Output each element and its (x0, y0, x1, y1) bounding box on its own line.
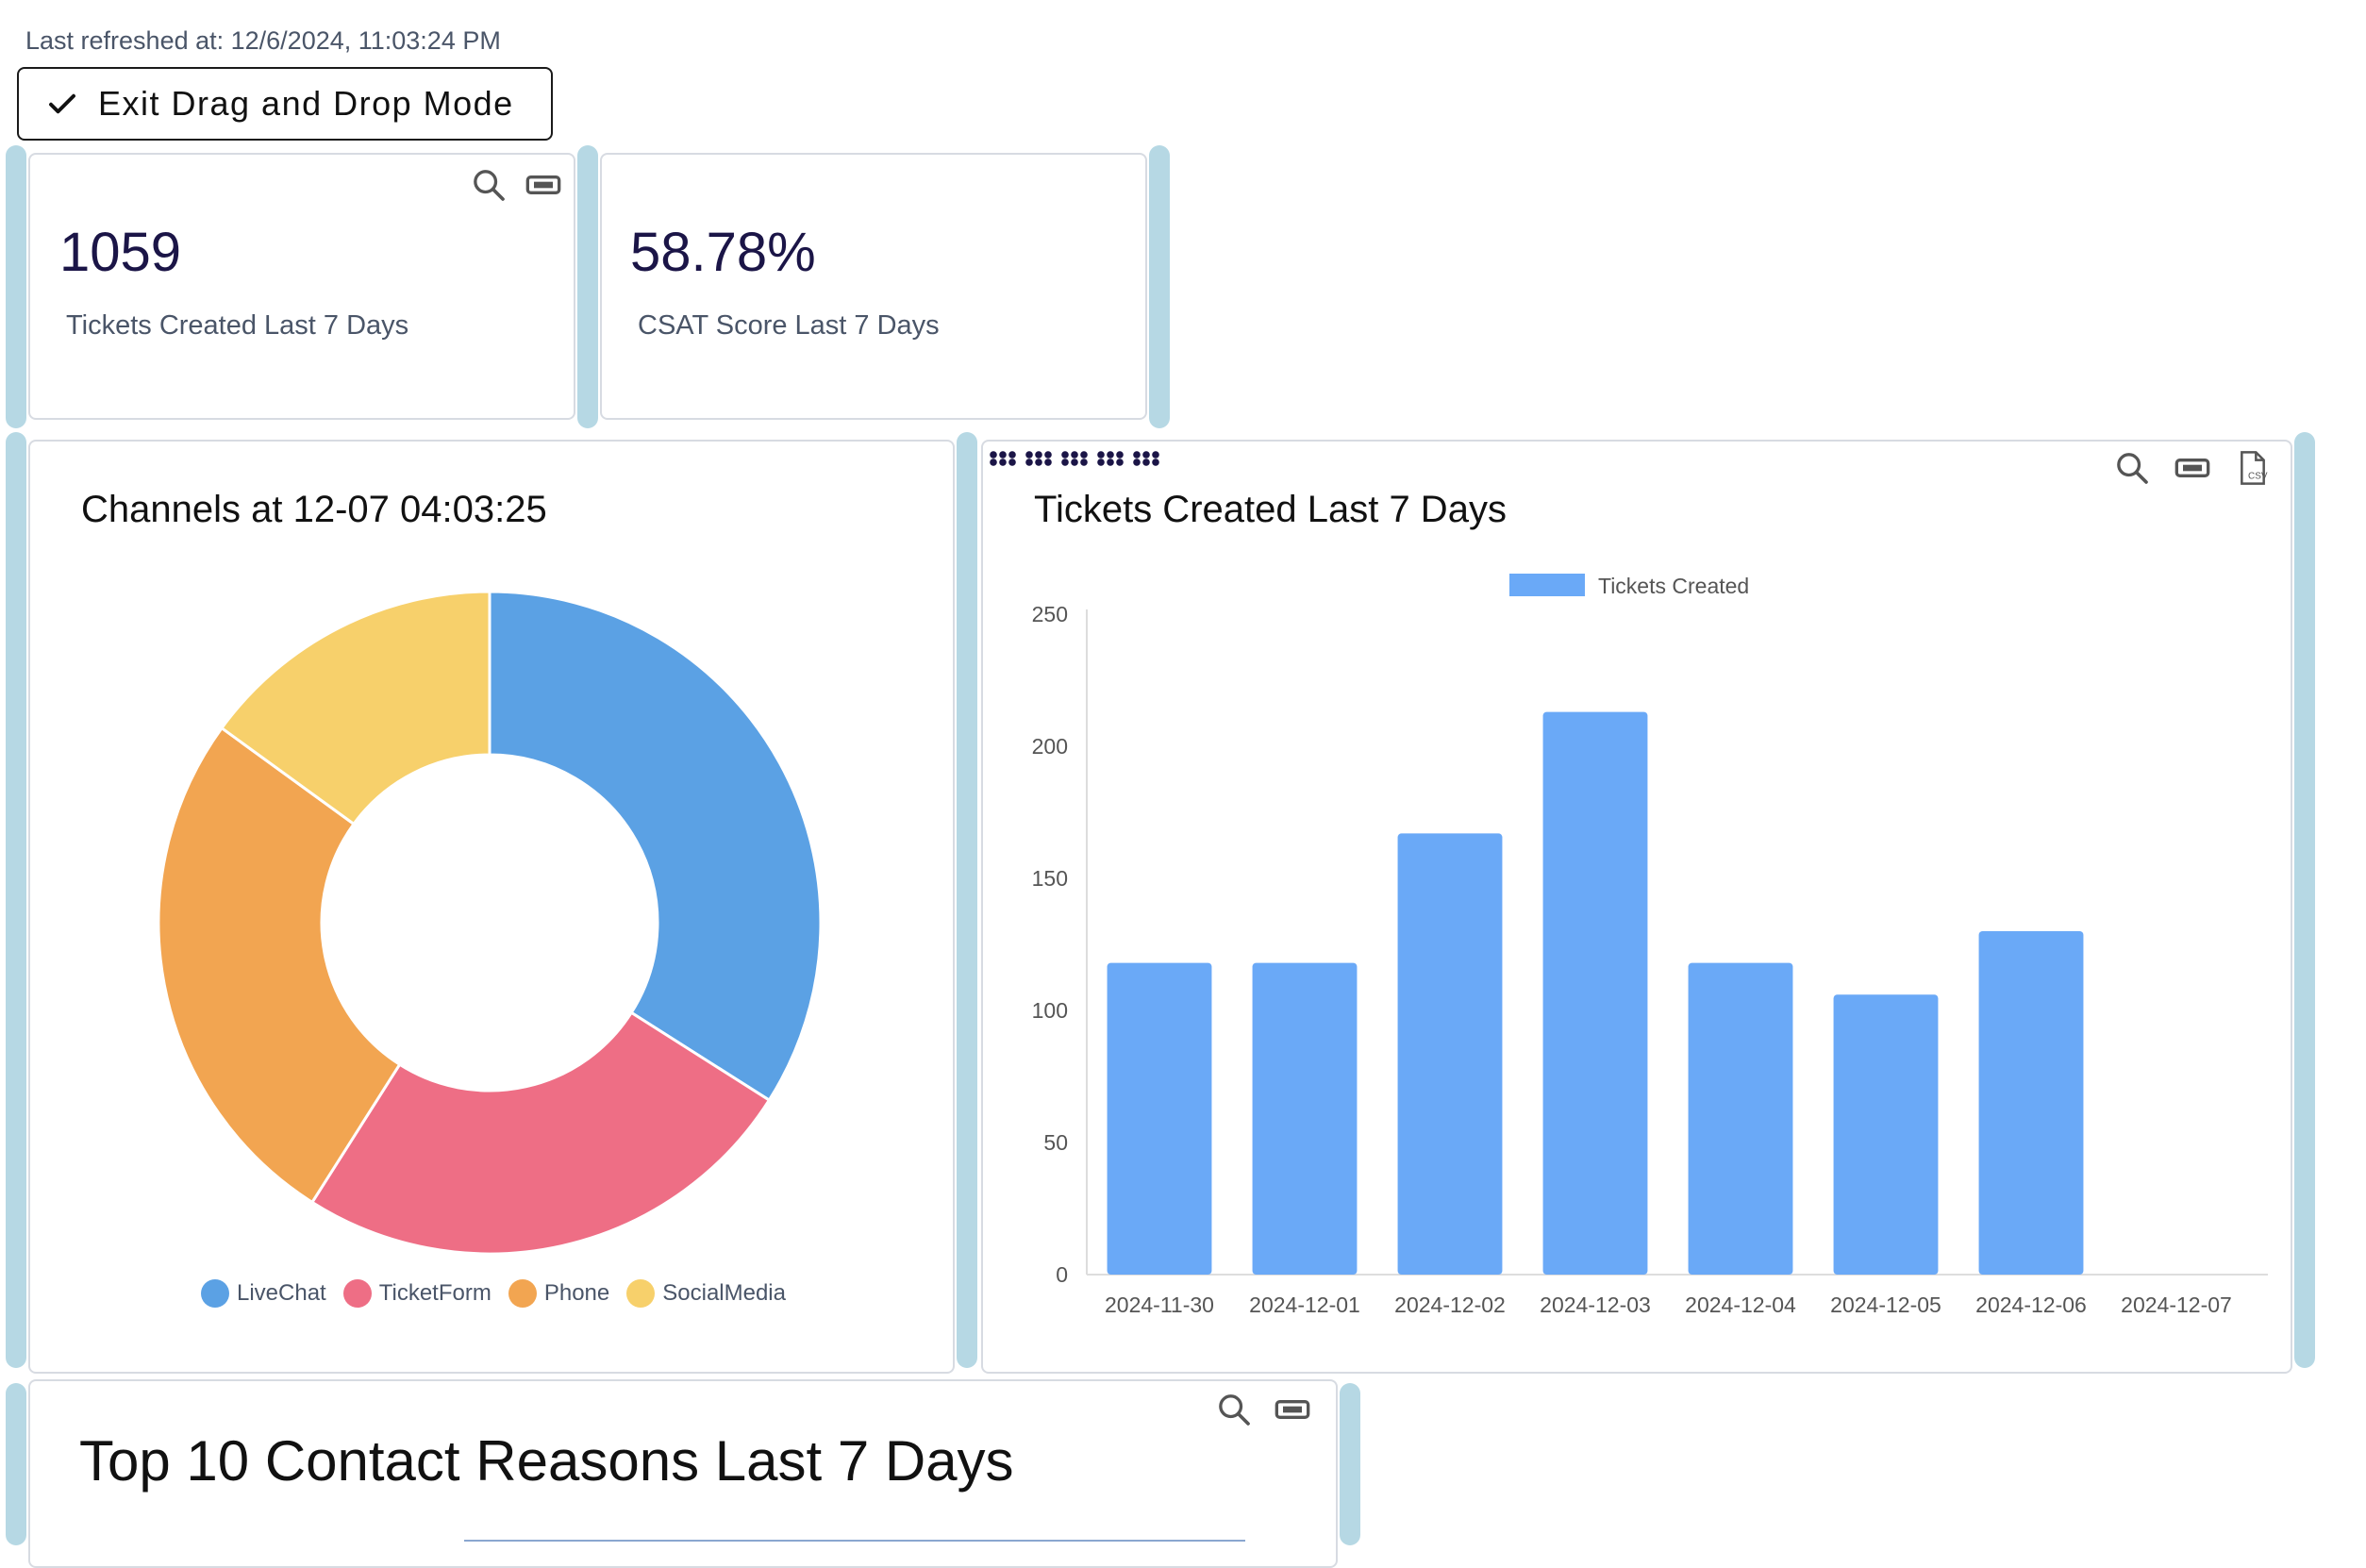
contact-reasons-title: Top 10 Contact Reasons Last 7 Days (79, 1429, 1014, 1493)
donut-slice-socialmedia[interactable] (219, 590, 492, 826)
legend-label[interactable]: Tickets Created (1598, 574, 1749, 598)
legend-item-livechat[interactable]: LiveChat (201, 1279, 326, 1308)
legend-item-socialmedia[interactable]: SocialMedia (626, 1279, 786, 1308)
search-icon[interactable] (2113, 449, 2151, 487)
check-icon (45, 87, 79, 121)
y-tick-label: 50 (1043, 1130, 1068, 1155)
tickets-chart-card: CSV Tickets Created Last 7 Days 0 50 100 15… (981, 440, 2292, 1374)
bar-2024-12-01[interactable] (1252, 962, 1358, 1275)
bar-2024-12-02[interactable] (1397, 833, 1503, 1275)
tickets-bar-chart: 0 50 100 150 200 250 2024-11-30 2024-12-01 2024-… (1032, 574, 2268, 1317)
drag-handle[interactable] (6, 1383, 26, 1545)
donut-slice-phone[interactable] (157, 726, 402, 1205)
bar-2024-12-05[interactable] (1833, 994, 1939, 1275)
contact-reasons-card: Top 10 Contact Reasons Last 7 Days (28, 1379, 1338, 1568)
legend-swatch (1509, 574, 1585, 596)
legend-item-phone[interactable]: Phone (508, 1279, 609, 1308)
search-icon[interactable] (470, 166, 508, 204)
drag-handle[interactable] (957, 432, 977, 1368)
search-icon[interactable] (1215, 1391, 1253, 1428)
channels-chart-title: Channels at 12-07 04:03:25 (81, 489, 547, 530)
y-tick-label: 150 (1032, 866, 1068, 891)
kpi-label: CSAT Score Last 7 Days (638, 310, 940, 341)
donut-slice-livechat[interactable] (488, 590, 823, 1103)
drag-handle[interactable] (2294, 432, 2315, 1368)
ticket-icon[interactable] (525, 166, 562, 204)
y-tick-label: 200 (1032, 734, 1068, 759)
legend-label: TicketForm (378, 1280, 492, 1306)
donut-slice-ticketform[interactable] (309, 1010, 772, 1256)
x-tick-label: 2024-12-04 (1685, 1293, 1796, 1317)
ticket-icon[interactable] (2174, 449, 2211, 487)
y-tick-label: 0 (1056, 1262, 1068, 1287)
x-tick-label: 2024-12-03 (1540, 1293, 1651, 1317)
csv-file-icon[interactable]: CSV (2234, 449, 2272, 487)
y-tick-label: 250 (1032, 602, 1068, 626)
x-tick-label: 2024-12-01 (1249, 1293, 1360, 1317)
bar-2024-12-04[interactable] (1688, 962, 1793, 1275)
channels-chart-card: Channels at 12-07 04:03:25 LiveChat Ticke… (28, 440, 955, 1374)
ticket-icon[interactable] (1274, 1391, 1311, 1428)
bar-2024-12-06[interactable] (1978, 931, 2084, 1275)
drag-handle[interactable] (1340, 1383, 1360, 1545)
kpi-value: 1059 (59, 222, 182, 283)
x-tick-label: 2024-12-05 (1830, 1293, 1941, 1317)
kpi-label: Tickets Created Last 7 Days (66, 310, 409, 341)
x-tick-label: 2024-11-30 (1105, 1293, 1214, 1317)
bar-2024-12-03[interactable] (1542, 711, 1648, 1275)
kpi-value: 58.78% (630, 222, 816, 283)
legend-item-ticketform[interactable]: TicketForm (342, 1279, 492, 1308)
svg-text:CSV: CSV (2248, 472, 2268, 482)
bar-2024-11-30[interactable] (1107, 962, 1212, 1275)
legend-label: SocialMedia (662, 1280, 786, 1306)
drag-handle[interactable] (577, 145, 598, 428)
x-tick-label: 2024-12-02 (1394, 1293, 1506, 1317)
x-tick-label: 2024-12-06 (1975, 1293, 2087, 1317)
drag-handle[interactable] (6, 432, 26, 1368)
drag-handle[interactable] (1149, 145, 1170, 428)
legend-label: LiveChat (237, 1280, 326, 1306)
channels-legend: LiveChat TicketForm Phone SocialMedia (30, 1279, 957, 1308)
exit-drag-drop-label: Exit Drag and Drop Mode (98, 84, 514, 123)
x-tick-label: 2024-12-07 (2121, 1293, 2232, 1317)
kpi-card-tickets: 1059 Tickets Created Last 7 Days (28, 153, 575, 420)
legend-swatch (508, 1279, 537, 1308)
contact-reasons-bar-top (464, 1540, 1245, 1542)
kpi-card-csat: 58.78% CSAT Score Last 7 Days (600, 153, 1147, 420)
legend-swatch (201, 1279, 229, 1308)
y-tick-label: 100 (1032, 998, 1068, 1023)
legend-swatch (626, 1279, 656, 1308)
last-refreshed-text: Last refreshed at: 12/6/2024, 11:03:24 P… (25, 26, 501, 55)
exit-drag-drop-button[interactable]: Exit Drag and Drop Mode (17, 67, 553, 141)
legend-swatch (342, 1279, 372, 1308)
drag-grip-icon[interactable] (989, 451, 1160, 466)
drag-handle[interactable] (6, 145, 26, 428)
channels-donut-chart (157, 590, 823, 1256)
tickets-chart-title: Tickets Created Last 7 Days (1034, 489, 1507, 530)
legend-label: Phone (543, 1280, 610, 1306)
